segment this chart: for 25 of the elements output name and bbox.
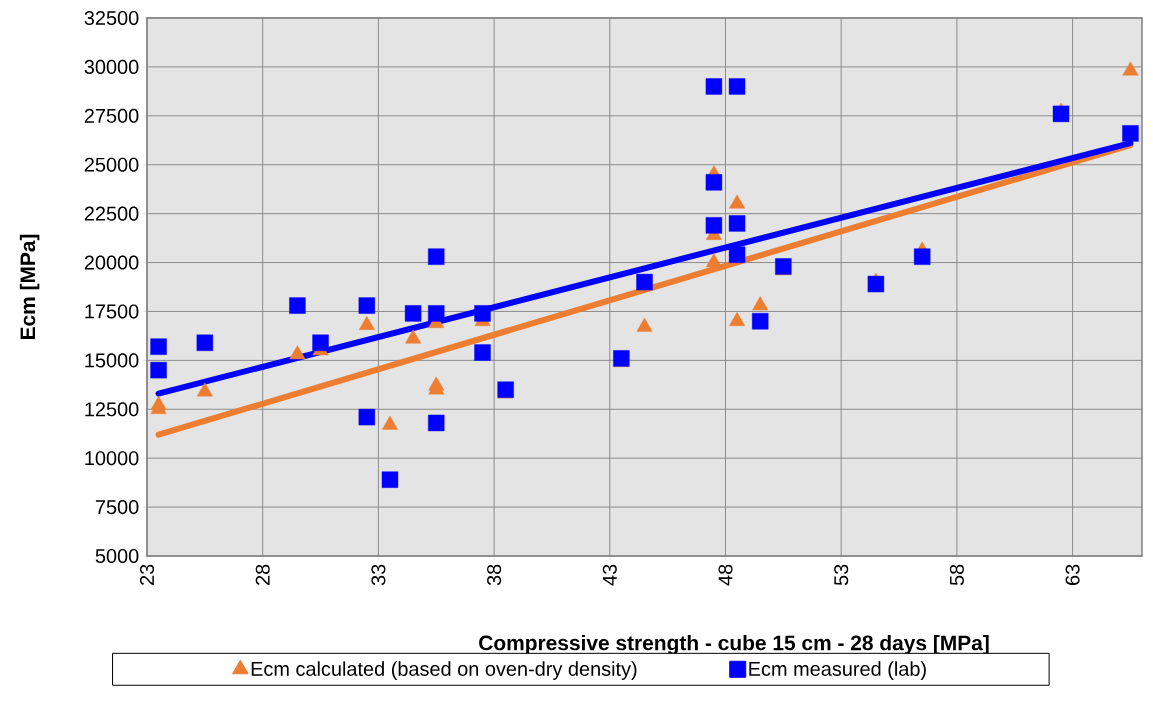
x-tick-label: 33 (371, 564, 386, 586)
y-tick-label: 17500 (85, 304, 139, 319)
y-tick-label: 27500 (84, 108, 139, 123)
legend-label: Ecm measured (lab) (749, 661, 926, 680)
y-tick-label: 30000 (84, 59, 139, 74)
legend-label: Ecm calculated (based on oven-dry density) (251, 661, 637, 680)
y-tick-label: 10000 (85, 451, 139, 466)
y-tick-label: 12500 (85, 402, 139, 417)
x-tick-label: 28 (255, 564, 270, 585)
x-tick-label: 38 (487, 564, 502, 586)
x-tick-label: 23 (139, 564, 155, 585)
x-tick-label: 63 (1065, 564, 1080, 585)
y-tick-label: 15000 (85, 353, 139, 368)
y-tick-label: 32500 (84, 10, 139, 26)
x-axis-title: Compressive strength - cube 15 cm - 28 days [MPa] (479, 634, 989, 655)
y-tick-label: 22500 (84, 206, 139, 221)
y-tick-label: 7500 (95, 500, 139, 515)
x-tick-label: 48 (718, 564, 733, 586)
y-axis-title: Ecm [MPa] (19, 234, 40, 340)
x-tick-label: 58 (949, 564, 964, 586)
y-tick-label: 25000 (84, 157, 139, 172)
x-tick-label: 53 (834, 564, 849, 586)
x-tick-label: 43 (602, 564, 617, 586)
y-tick-label: 5000 (95, 548, 139, 564)
y-tick-label: 20000 (84, 255, 139, 270)
